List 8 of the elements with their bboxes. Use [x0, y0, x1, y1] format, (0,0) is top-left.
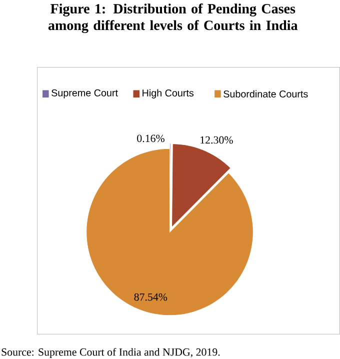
chart-title: Figure 1: Distribution of Pending Cases among different levels of Courts in India: [48, 3, 298, 34]
legend-label: High Courts: [142, 89, 194, 98]
legend-label: Supreme Court: [52, 89, 118, 98]
data-label: 87.54%: [134, 293, 168, 301]
data-label: 12.30%: [200, 136, 233, 144]
data-label: 0.16%: [137, 134, 164, 142]
source-note: Source: Supreme Court of India and NJDG, 2019.: [2, 348, 220, 358]
legend-label: Subordinate Courts: [224, 90, 308, 98]
